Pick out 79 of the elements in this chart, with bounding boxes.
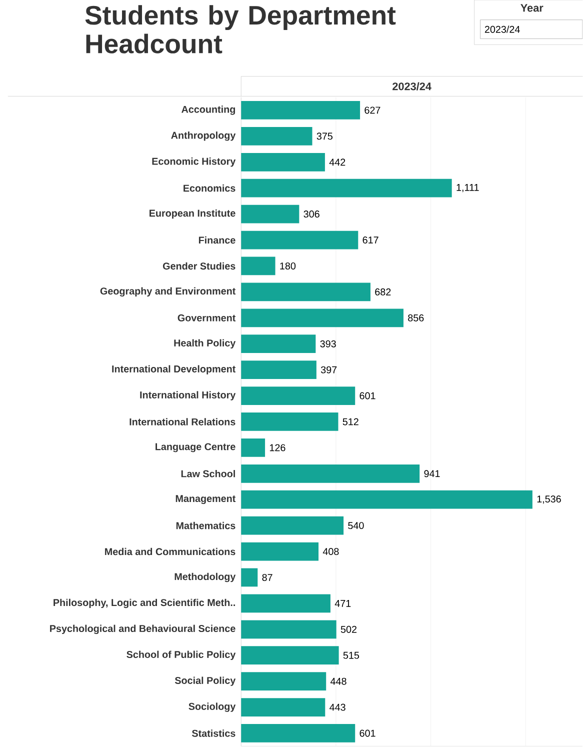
data-label: 617 (362, 236, 378, 244)
data-label: 502 (341, 626, 357, 633)
bar (241, 646, 339, 665)
data-label: 512 (342, 418, 359, 426)
y-tick-label: Economics (184, 184, 236, 192)
y-tick-label: Health Policy (174, 339, 236, 348)
bar (241, 360, 317, 379)
y-tick-label: Accounting (182, 106, 236, 115)
text: Year (520, 4, 544, 12)
data-label: 471 (335, 600, 351, 607)
bar (241, 412, 338, 431)
bar (241, 542, 319, 561)
y-tick-label: Law School (182, 470, 236, 478)
data-label: 540 (348, 522, 364, 530)
bar (241, 672, 326, 690)
y-tick-label: Statistics (192, 730, 236, 737)
data-label: 1,111 (456, 184, 479, 192)
data-label: 682 (375, 288, 391, 296)
bar (241, 594, 331, 613)
data-label: 306 (304, 210, 320, 218)
data-label: 393 (320, 340, 336, 348)
bar (241, 334, 316, 354)
data-label: 601 (360, 730, 376, 737)
y-tick-label: Geography and Environment (100, 287, 236, 297)
y-tick-label: Mathematics (176, 522, 236, 530)
bar (241, 178, 452, 198)
y-tick-label: International History (140, 391, 236, 400)
chart-title: Students by Department Headcount (85, 5, 396, 54)
y-tick-label: Philosophy, Logic and Scientific Meth.. (54, 598, 236, 608)
y-tick-label: Language Centre (156, 443, 236, 452)
y-tick-label: Media and Communications (105, 548, 236, 556)
y-tick-label: Management (176, 495, 236, 504)
bar (241, 127, 312, 146)
data-label: 941 (424, 470, 440, 478)
y-tick-label: Methodology (174, 572, 236, 582)
bar (241, 620, 336, 639)
text: 2023/24 (485, 26, 520, 33)
y-tick-label: European Institute (150, 209, 236, 219)
bar (241, 386, 356, 405)
y-tick-label: International Relations (130, 418, 236, 426)
data-label: 627 (364, 106, 380, 114)
bar (241, 516, 344, 535)
data-label: 442 (330, 158, 346, 166)
data-label: 126 (270, 444, 286, 452)
bar (241, 464, 420, 483)
data-label: 448 (330, 678, 346, 685)
data-label: 443 (330, 704, 346, 711)
chart-subtitle: 2023/24 (392, 82, 432, 90)
data-label: 375 (316, 132, 333, 140)
bar (241, 438, 266, 457)
bar (241, 724, 356, 742)
bar (241, 152, 326, 172)
data-label: 397 (321, 366, 337, 374)
data-label: 1,536 (538, 496, 562, 504)
y-tick-label: Sociology (188, 702, 236, 712)
y-tick-label: School of Public Policy (126, 650, 236, 660)
y-tick-label: Social Policy (175, 676, 236, 686)
y-tick-label: International Development (112, 365, 236, 374)
data-label: 856 (408, 314, 424, 322)
bar (241, 230, 358, 250)
y-tick-label: Government (178, 314, 236, 322)
data-label: 601 (360, 392, 376, 400)
bar (241, 282, 371, 302)
y-tick-label: Psychological and Behavioural Science (50, 624, 236, 634)
y-tick-label: Anthropology (171, 132, 236, 141)
bar (241, 490, 533, 509)
bar (241, 256, 276, 276)
y-tick-label: Economic History (152, 158, 236, 167)
data-label: 87 (262, 574, 272, 581)
data-label: 180 (280, 262, 296, 270)
bar (241, 101, 360, 120)
y-tick-label: Finance (199, 236, 236, 244)
bar (241, 568, 258, 587)
bar (241, 204, 300, 224)
bar (241, 308, 404, 328)
data-label: 515 (344, 652, 360, 659)
y-tick-label: Gender Studies (163, 262, 236, 270)
bar (241, 698, 326, 716)
data-label: 408 (323, 548, 339, 556)
